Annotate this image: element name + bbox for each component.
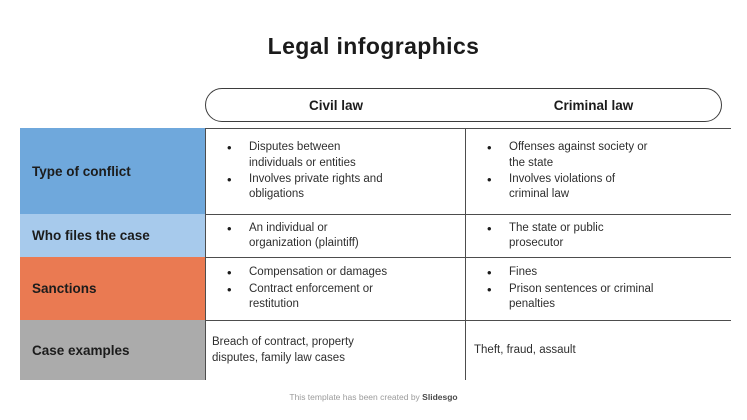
cell-case-examples-criminal: Theft, fraud, assault xyxy=(465,320,731,380)
cell-sanctions-criminal: Fines Prison sentences or criminal penal… xyxy=(465,257,731,320)
credit-text: This template has been created by xyxy=(289,392,423,402)
bullet-item: Disputes between individuals or entities xyxy=(206,139,465,171)
row-label-text: Who files the case xyxy=(32,228,150,243)
bullet-list: Disputes between individuals or entities… xyxy=(206,139,465,204)
bullet-list: Fines Prison sentences or criminal penal… xyxy=(466,264,731,313)
cell-type-of-conflict-criminal: Offenses against society or the state In… xyxy=(465,128,731,214)
bullet-item: Compensation or damages xyxy=(206,264,465,282)
bullet-list: Offenses against society or the state In… xyxy=(466,139,731,204)
row-label-who-files-the-case: Who files the case xyxy=(20,214,205,257)
cell-who-files-civil: An individual or organization (plaintiff… xyxy=(205,214,465,257)
bullet-item: Fines xyxy=(466,264,731,282)
template-credit: This template has been created by Slides… xyxy=(0,392,747,402)
bullet-list: The state or public prosecutor xyxy=(466,220,731,253)
row-label-case-examples: Case examples xyxy=(20,320,205,380)
bullet-item: An individual or organization (plaintiff… xyxy=(206,220,465,252)
bullet-item: Contract enforcement or restitution xyxy=(206,281,465,313)
cell-type-of-conflict-civil: Disputes between individuals or entities… xyxy=(205,128,465,214)
row-label-type-of-conflict: Type of conflict xyxy=(20,128,205,214)
bullet-item: Involves private rights and obligations xyxy=(206,171,465,203)
cell-text: Theft, fraud, assault xyxy=(474,343,576,356)
cell-sanctions-civil: Compensation or damages Contract enforce… xyxy=(205,257,465,320)
comparison-table: Type of conflict Disputes between indivi… xyxy=(20,128,731,380)
bullet-item: Prison sentences or criminal penalties xyxy=(466,281,731,313)
column-header-pill: Civil law Criminal law xyxy=(205,88,722,122)
row-label-sanctions: Sanctions xyxy=(20,257,205,320)
row-label-text: Type of conflict xyxy=(32,163,131,179)
column-header-civil-law: Civil law xyxy=(308,97,364,113)
bullet-item: Involves violations of criminal law xyxy=(466,171,731,203)
row-label-text: Sanctions xyxy=(32,281,97,296)
bullet-list: An individual or organization (plaintiff… xyxy=(206,220,465,253)
cell-who-files-criminal: The state or public prosecutor xyxy=(465,214,731,257)
page-title: Legal infographics xyxy=(267,33,480,59)
bullet-item: Offenses against society or the state xyxy=(466,139,731,171)
bullet-list: Compensation or damages Contract enforce… xyxy=(206,264,465,313)
cell-text: Breach of contract, property disputes, f… xyxy=(212,336,354,364)
column-header-criminal-law: Criminal law xyxy=(553,97,634,113)
brand-name: Slidesgo xyxy=(422,392,458,402)
row-label-text: Case examples xyxy=(32,342,130,358)
bullet-item: The state or public prosecutor xyxy=(466,220,731,252)
cell-case-examples-civil: Breach of contract, property disputes, f… xyxy=(205,320,465,380)
